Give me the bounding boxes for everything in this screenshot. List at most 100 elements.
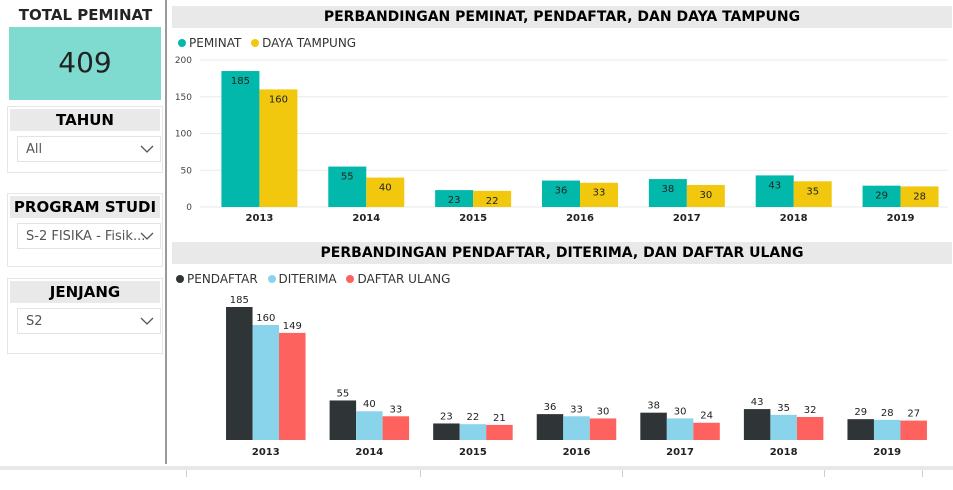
jenjang-title: JENJANG [10,281,160,303]
x-tick-label: 2019 [873,447,901,458]
legend-item-peminat[interactable]: PEMINAT [178,36,241,50]
chart1-title: PERBANDINGAN PEMINAT, PENDAFTAR, DAN DAY… [172,6,952,28]
data-label: 38 [647,401,660,412]
data-label: 21 [493,413,506,424]
x-tick-label: 2015 [459,447,487,458]
bar-diterima [874,420,901,440]
data-label: 35 [806,186,819,197]
x-tick-label: 2018 [780,213,808,224]
legend-item-daftar-ulang[interactable]: DAFTAR ULANG [346,272,450,286]
bar-pendaftar [537,414,564,440]
total-peminat-title: TOTAL PEMINAT [7,6,164,24]
x-tick-label: 2014 [352,213,380,224]
x-tick-label: 2017 [673,213,701,224]
data-label: 22 [486,196,499,207]
bar-peminat [221,71,259,207]
legend-swatch [178,39,186,47]
data-label: 29 [854,407,867,418]
legend-swatch [346,275,354,283]
bar-diterima [253,325,280,440]
data-label: 32 [804,405,817,416]
data-label: 23 [448,195,461,206]
bar-pendaftar [433,423,460,440]
data-label: 30 [674,406,687,417]
bar-diterima [667,418,694,440]
chevron-down-icon [140,230,154,240]
x-tick-label: 2014 [355,447,383,458]
y-tick-label: 150 [175,93,192,103]
chevron-down-icon [140,143,154,153]
total-peminat-box: 409 [9,27,161,100]
bar-daftar-ulang [590,418,617,440]
data-label: 23 [440,411,453,422]
data-label: 35 [777,403,790,414]
legend-item-pendaftar[interactable]: PENDAFTAR [176,272,258,286]
data-label: 30 [699,190,712,201]
x-tick-label: 2016 [566,213,594,224]
bar-daftar-ulang [797,417,824,440]
data-label: 36 [555,186,568,197]
data-label: 33 [570,404,583,415]
legend-label: PENDAFTAR [187,272,258,286]
data-label: 22 [467,412,480,423]
tahun-selected: All [26,142,42,157]
program-studi-title: PROGRAM STUDI [10,196,160,218]
data-label: 36 [544,402,557,413]
legend-swatch [176,275,184,283]
chart1-legend: PEMINAT DAYA TAMPUNG [178,36,362,50]
jenjang-dropdown[interactable]: S2 [17,308,161,334]
data-label: 29 [875,191,888,202]
legend-label: DAFTAR ULANG [357,272,450,286]
bar-daftar-ulang [693,423,720,440]
data-label: 33 [593,188,606,199]
chart2-plot: 185 160 149 2013 55 40 33 2014 23 22 21 2015 36 33 30 2… [172,290,952,490]
bar-pendaftar [640,413,667,440]
chevron-down-icon [140,315,154,325]
data-label: 43 [751,397,764,408]
data-label: 28 [913,191,926,202]
legend-label: PEMINAT [189,36,241,50]
chart2-title: PERBANDINGAN PENDAFTAR, DITERIMA, DAN DA… [172,242,952,264]
x-tick-label: 2018 [770,447,798,458]
data-label: 43 [768,180,781,191]
bar-pendaftar [744,409,771,440]
tahun-dropdown[interactable]: All [17,136,161,162]
data-label: 38 [661,184,674,195]
jenjang-slicer: JENJANG S2 [7,278,163,354]
data-label: 160 [269,94,288,105]
y-tick-label: 50 [181,166,193,176]
data-label: 55 [336,388,349,399]
data-label: 27 [907,409,920,420]
legend-label: DAYA TAMPUNG [262,36,356,50]
total-peminat-value: 409 [9,46,161,79]
x-tick-label: 2013 [246,213,274,224]
legend-swatch [268,275,276,283]
y-tick-label: 100 [175,130,192,140]
x-tick-label: 2015 [459,213,487,224]
legend-label: DITERIMA [279,272,337,286]
data-label: 160 [256,313,275,324]
data-label: 40 [379,183,392,194]
chart1-plot: 0 50 100 150 200 185 160 2013 55 40 2014 23 22 2015 36… [172,52,952,232]
x-tick-label: 2013 [252,447,280,458]
data-label: 149 [283,321,302,332]
bar-daya-tampung [259,89,297,207]
legend-swatch [251,39,259,47]
bar-pendaftar [226,307,253,440]
data-label: 28 [881,408,894,419]
bar-daftar-ulang [383,416,410,440]
program-studi-selected: S-2 FISIKA - Fisik... [26,229,145,244]
tahun-slicer: TAHUN All [7,106,163,173]
bar-diterima [770,415,797,440]
bar-daftar-ulang [900,421,927,440]
chart2-legend: PENDAFTAR DITERIMA DAFTAR ULANG [176,272,456,286]
data-label: 24 [700,411,713,422]
legend-item-diterima[interactable]: DITERIMA [268,272,337,286]
data-label: 185 [230,295,249,306]
program-studi-dropdown[interactable]: S-2 FISIKA - Fisik... [17,223,161,249]
data-label: 30 [597,406,610,417]
tahun-title: TAHUN [10,109,160,131]
legend-item-daya-tampung[interactable]: DAYA TAMPUNG [251,36,356,50]
y-tick-label: 200 [175,56,192,66]
data-label: 185 [231,76,250,87]
